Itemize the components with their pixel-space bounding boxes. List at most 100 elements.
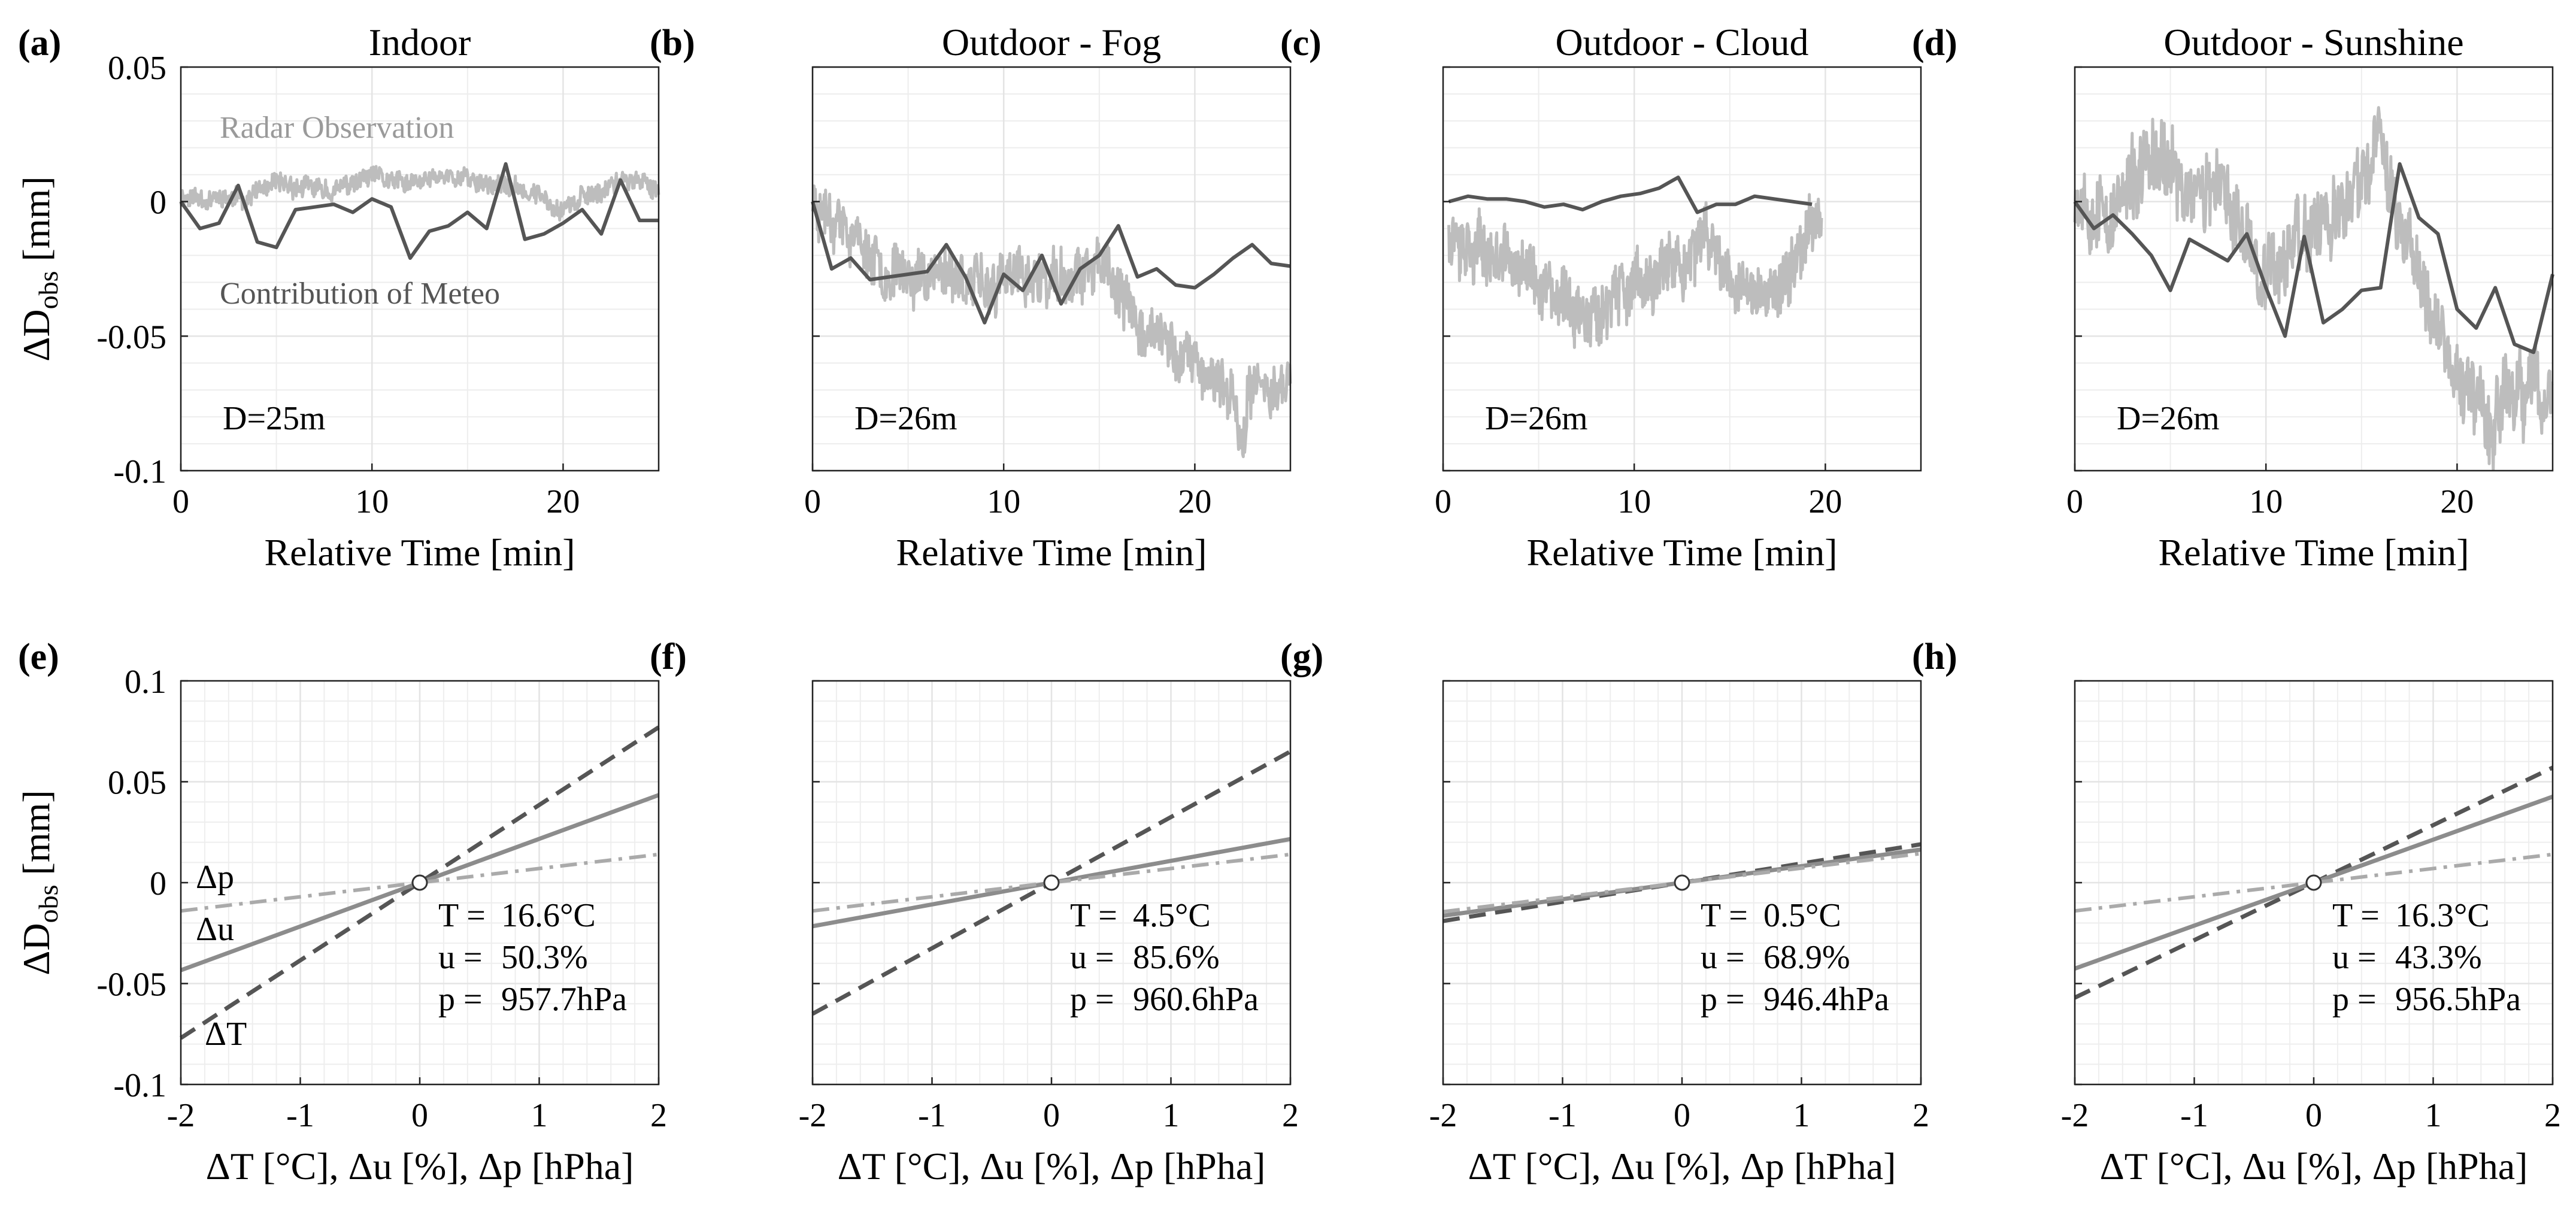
condition-temperature-label: T =	[1701, 897, 1748, 934]
panel-label: (b)	[650, 23, 695, 63]
condition-temperature: 16.3°C	[2395, 897, 2490, 934]
y-tick-label: 0	[150, 865, 166, 902]
y-tick-label: -0.1	[113, 453, 166, 490]
radar-observation-series	[179, 165, 660, 222]
radar-observation-series	[811, 184, 1292, 459]
condition-humidity-label: u =	[438, 939, 483, 976]
x-axis-label: Relative Time [min]	[2158, 531, 2469, 574]
condition-humidity: 85.6%	[1133, 939, 1220, 976]
origin-marker	[1674, 874, 1690, 891]
condition-temperature: 16.6°C	[501, 897, 596, 934]
distance-annotation: D=26m	[2117, 400, 2220, 437]
origin-marker	[2305, 874, 2322, 891]
panel-c: D=26m 0 10 20 (c) Outdoor - Cloud Relative Tim…	[1280, 21, 1922, 574]
panel-f: T = 4.5°C u = 85.6% p = 960.6hPa -2 -1 0 1 2 (f) ΔT …	[650, 637, 1299, 1187]
x-tick-label: 0	[804, 483, 821, 520]
x-tick-label: 2	[1913, 1097, 1929, 1134]
panel-g: T = 0.5°C u = 68.9% p = 946.4hPa -2 -1 0 1 2 (g) ΔT …	[1280, 637, 1929, 1187]
meteo-contribution-series	[2073, 162, 2554, 354]
panel-d: D=26m 0 10 20 (d) Outdoor - Sunshine Relative …	[1912, 21, 2554, 574]
condition-temperature-label: T =	[1070, 897, 1117, 934]
y-tick-label: -0.1	[113, 1067, 166, 1104]
sensitivity-line-dp	[812, 852, 1291, 913]
x-tick-label: 0	[172, 483, 189, 520]
plot-frame	[811, 66, 1292, 472]
x-tick-label: -2	[1429, 1097, 1457, 1134]
plot-frame	[180, 66, 660, 472]
x-tick-label: 2	[650, 1097, 667, 1134]
y-axis-label: ΔDobs [mm]	[15, 176, 63, 361]
x-axis-label: Relative Time [min]	[896, 531, 1207, 574]
y-tick-label: 0.05	[108, 765, 166, 802]
x-tick-label: -2	[2061, 1097, 2089, 1134]
panel-label: (a)	[18, 23, 61, 63]
panel-title: Outdoor - Fog	[942, 21, 1161, 63]
panel-label: (c)	[1280, 23, 1322, 63]
panel-a: D=25m Radar Observation Contribution of Me…	[15, 21, 660, 574]
x-tick-label: -1	[286, 1097, 314, 1134]
x-tick-label: 10	[987, 483, 1020, 520]
line-label-dp: Δp	[196, 859, 234, 896]
panel-label: (d)	[1912, 23, 1957, 63]
x-tick-label: 0	[1043, 1097, 1060, 1134]
condition-humidity-label: u =	[2332, 939, 2377, 976]
x-tick-label: 20	[1808, 483, 1842, 520]
x-axis-label: ΔT [°C], Δu [%], Δp [hPha]	[1468, 1145, 1896, 1187]
panel-e: T = 16.6°C u = 50.3% p = 957.7hPa Δp Δu ΔT -2 -1 0 1…	[15, 637, 667, 1187]
meteo-contribution-series	[811, 201, 1291, 325]
sensitivity-line-dp	[2074, 852, 2553, 913]
condition-temperature-label: T =	[438, 897, 486, 934]
condition-pressure-label: p =	[1701, 981, 1745, 1018]
x-tick-label: 2	[1282, 1097, 1299, 1134]
y-axis-label: ΔDobs [mm]	[15, 790, 63, 975]
x-tick-label: 2	[2544, 1097, 2561, 1134]
x-tick-label: 10	[1617, 483, 1651, 520]
x-tick-label: 0	[1435, 483, 1451, 520]
legend-meteo-contribution: Contribution of Meteo	[220, 277, 500, 311]
radar-observation-series	[2073, 106, 2554, 471]
x-tick-label: 20	[546, 483, 580, 520]
condition-humidity-label: u =	[1701, 939, 1745, 976]
condition-pressure: 957.7hPa	[501, 981, 627, 1018]
y-tick-label: 0.1	[125, 663, 166, 701]
x-tick-label: -2	[167, 1097, 195, 1134]
x-tick-label: 20	[2440, 483, 2474, 520]
panel-title: Indoor	[369, 21, 471, 63]
x-tick-label: -2	[799, 1097, 827, 1134]
x-tick-label: 1	[2425, 1097, 2442, 1134]
panel-title: Outdoor - Sunshine	[2163, 21, 2463, 63]
panel-label: (e)	[18, 637, 59, 677]
sensitivity-line-dp	[1442, 852, 1922, 914]
plot-frame	[1442, 66, 1922, 472]
x-tick-label: -1	[918, 1097, 946, 1134]
meteo-contribution-series	[1448, 175, 1813, 214]
x-axis-label: Relative Time [min]	[1526, 531, 1837, 574]
panel-title: Outdoor - Cloud	[1555, 21, 1808, 63]
x-tick-label: -1	[2180, 1097, 2208, 1134]
x-tick-label: 0	[411, 1097, 428, 1134]
y-tick-label: 0	[150, 184, 166, 222]
x-axis-label: ΔT [°C], Δu [%], Δp [hPha]	[206, 1145, 634, 1187]
y-tick-label: -0.05	[96, 966, 166, 1004]
x-tick-label: 0	[2305, 1097, 2322, 1134]
condition-humidity: 50.3%	[501, 939, 588, 976]
distance-annotation: D=26m	[1485, 400, 1588, 437]
condition-pressure-label: p =	[1070, 981, 1114, 1018]
x-tick-label: 1	[1163, 1097, 1180, 1134]
grid	[811, 66, 1290, 472]
condition-pressure-label: p =	[2332, 981, 2377, 1018]
x-tick-label: -1	[1548, 1097, 1577, 1134]
x-tick-label: 10	[355, 483, 389, 520]
panel-label: (f)	[650, 637, 687, 677]
condition-humidity: 68.9%	[1763, 939, 1850, 976]
radar-observation-series	[1447, 193, 1823, 349]
x-tick-label: 20	[1178, 483, 1211, 520]
plot-frame	[2074, 66, 2554, 472]
x-tick-label: 0	[1674, 1097, 1690, 1134]
x-tick-label: 0	[2066, 483, 2083, 520]
panel-h: T = 16.3°C u = 43.3% p = 956.5hPa -2 -1 0 1 2 (h) ΔT…	[1912, 637, 2561, 1187]
line-label-du: Δu	[196, 911, 234, 948]
legend-radar-observation: Radar Observation	[220, 111, 454, 145]
line-label-dT: ΔT	[205, 1016, 247, 1053]
